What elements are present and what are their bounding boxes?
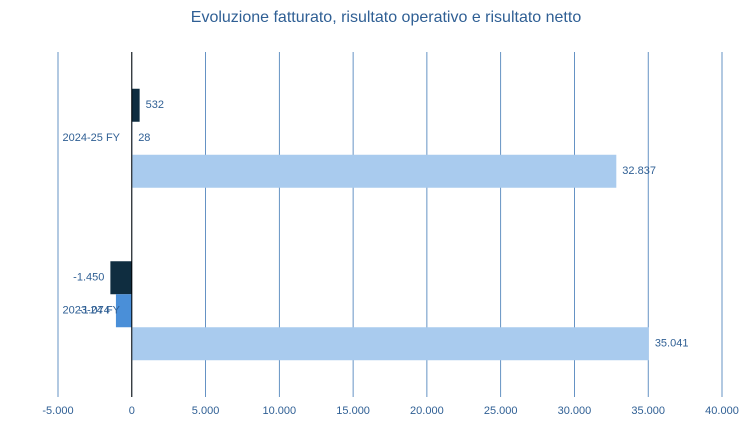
bar	[131, 154, 617, 188]
y-tick-label: 2023-24 FY	[63, 305, 121, 317]
x-tick-label: 0	[129, 405, 135, 417]
data-label: 28	[138, 132, 150, 144]
x-tick-label: 10.000	[263, 405, 297, 417]
bar	[115, 294, 132, 328]
x-tick-label: -5.000	[42, 405, 73, 417]
y-tick-label: 2024-25 FY	[63, 132, 121, 144]
data-label: 532	[146, 99, 164, 111]
x-tick-label: 35.000	[631, 405, 665, 417]
x-tick-label: 40.000	[705, 405, 739, 417]
chart-title: Evoluzione fatturato, risultato operativ…	[191, 9, 582, 26]
data-label: 35.041	[655, 338, 689, 350]
x-tick-label: 25.000	[484, 405, 518, 417]
x-tick-label: 30.000	[558, 405, 592, 417]
bar	[110, 261, 132, 295]
bar	[131, 88, 140, 122]
data-label: 32.837	[622, 165, 656, 177]
x-tick-label: 5.000	[192, 405, 220, 417]
data-label: -1.450	[73, 272, 104, 284]
x-tick-label: 20.000	[410, 405, 444, 417]
bar	[131, 327, 649, 361]
x-tick-label: 15.000	[336, 405, 370, 417]
data-label: -1.074	[79, 305, 110, 317]
